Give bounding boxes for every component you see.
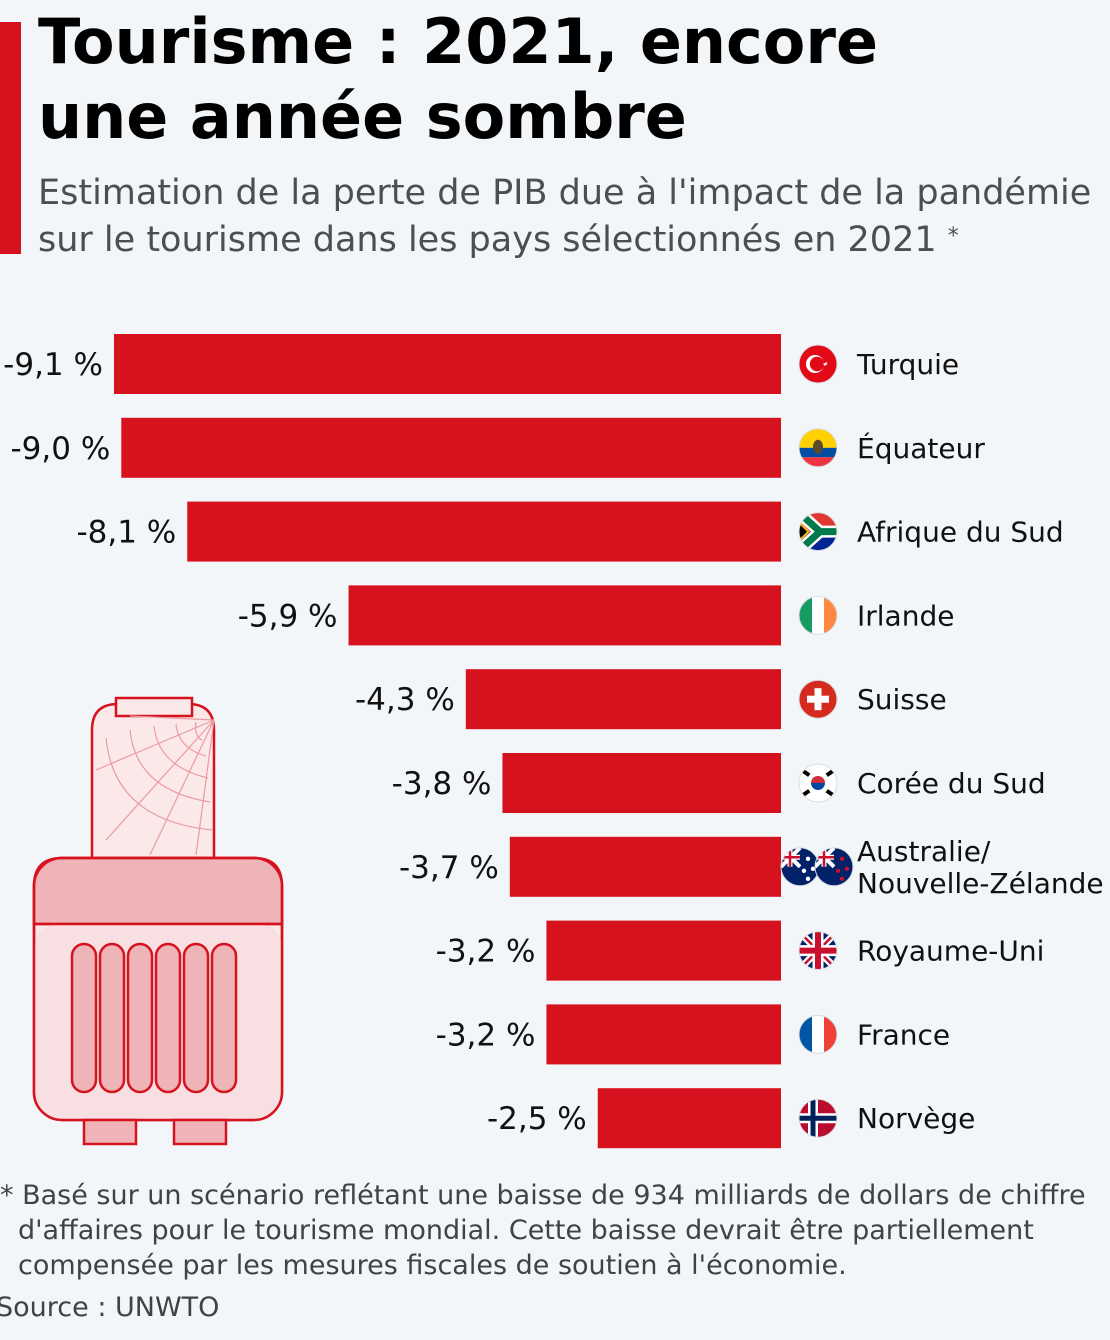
norway-flag-icon <box>798 1098 838 1138</box>
category-label-line: Nouvelle-Zélande <box>857 867 1104 900</box>
bar-chart: -9,1 % Turquie -9,0 % Équateur -8,1 % Afrique… <box>3 334 1104 1149</box>
bar-row: -9,1 % Turquie <box>3 334 959 394</box>
category-label-line: Australie/ <box>857 835 991 868</box>
title-line-1: Tourisme : 2021, encore <box>38 5 878 78</box>
bar-value-label: -4,3 % <box>355 682 455 718</box>
category-label: France <box>857 1018 950 1051</box>
source: Source : UNWTO <box>0 1292 220 1323</box>
bar <box>465 669 781 730</box>
bar-row: -4,3 % Suisse <box>355 669 947 730</box>
title-line-2: une année sombre <box>38 80 687 153</box>
france-flag-icon <box>798 1014 838 1054</box>
category-label: Turquie <box>856 348 959 381</box>
bar-row: -5,9 % Irlande <box>238 585 954 646</box>
bar-value-label: -3,2 % <box>436 1017 536 1053</box>
bar-row: -2,5 % Norvège <box>487 1088 975 1149</box>
australia-new-zealand-flag-icon <box>780 847 854 887</box>
footnote-line-1: * Basé sur un scénario reflétant une bai… <box>0 1180 1086 1211</box>
bar-row: -9,0 % Équateur <box>11 417 985 478</box>
category-label: Irlande <box>857 599 954 632</box>
bar-value-label: -8,1 % <box>76 515 176 551</box>
accent-bar <box>0 22 21 254</box>
category-label: Norvège <box>857 1102 975 1135</box>
category-label: Australie/Nouvelle-Zélande <box>857 835 1104 900</box>
bar-value-label: -9,0 % <box>11 431 111 467</box>
bar-value-label: -9,1 % <box>3 347 103 383</box>
category-label: Royaume-Uni <box>857 935 1044 968</box>
ireland-flag-icon <box>798 595 838 635</box>
subtitle-line-2: sur le tourisme dans les pays sélectionn… <box>38 217 1108 264</box>
united-kingdom-flag-icon <box>798 931 838 971</box>
bar <box>113 334 782 394</box>
category-label: Corée du Sud <box>857 767 1046 800</box>
bar <box>121 417 782 478</box>
subtitle-line-2-text: sur le tourisme dans les pays sélectionn… <box>38 220 937 260</box>
bar-value-label: -2,5 % <box>487 1101 587 1137</box>
bar-row: -8,1 % Afrique du Sud <box>76 501 1064 562</box>
bar <box>187 501 781 562</box>
south-africa-flag-icon <box>798 512 838 552</box>
bar <box>546 920 781 981</box>
subtitle-line-1: Estimation de la perte de PIB due à l'im… <box>38 173 1092 213</box>
chart-title: Tourisme : 2021, encore une année sombre <box>38 4 1098 154</box>
footnote: * Basé sur un scénario reflétant une bai… <box>0 1178 1110 1283</box>
bar <box>509 836 781 897</box>
bar <box>597 1088 781 1149</box>
footnote-line-2: d'affaires pour le tourisme mondial. Cet… <box>18 1215 1034 1246</box>
category-label: Afrique du Sud <box>857 516 1064 549</box>
bar-value-label: -3,7 % <box>399 850 499 886</box>
south-korea-flag-icon <box>798 763 838 803</box>
bar-value-label: -3,8 % <box>392 766 492 802</box>
bar-row: -3,2 % France <box>436 1004 950 1065</box>
bar-value-label: -3,2 % <box>436 934 536 970</box>
chart-subtitle: Estimation de la perte de PIB due à l'im… <box>38 170 1108 264</box>
bar-row: -3,7 % Australie/Nouvelle-Zélande <box>399 835 1104 900</box>
turkey-flag-icon <box>798 344 838 384</box>
bar <box>546 1004 781 1065</box>
bar <box>502 753 781 813</box>
bar-row: -3,8 % Corée du Sud <box>392 753 1046 813</box>
bar <box>348 585 781 646</box>
switzerland-flag-icon <box>798 679 838 719</box>
bar-row: -3,2 % Royaume-Uni <box>436 920 1044 981</box>
bar-value-label: -5,9 % <box>238 598 338 634</box>
category-label: Suisse <box>857 683 947 716</box>
ecuador-flag-icon <box>798 428 838 468</box>
footnote-line-3: compensée par les mesures fiscales de so… <box>18 1250 847 1281</box>
footnote-marker: * <box>947 224 959 249</box>
category-label: Équateur <box>857 431 985 465</box>
suitcase-with-cobweb-icon <box>32 696 284 1146</box>
